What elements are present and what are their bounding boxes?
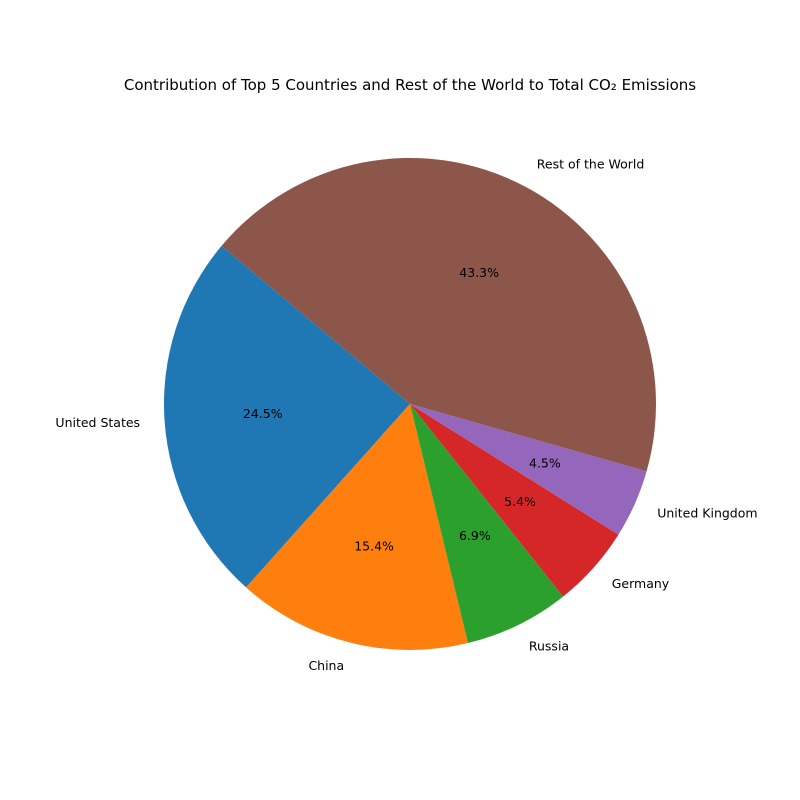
- slice-united-states: [164, 245, 410, 588]
- pct-label-rest-of-the-world: 43.3%: [459, 265, 499, 280]
- slice-germany: [410, 404, 619, 597]
- pct-label-germany: 5.4%: [504, 494, 536, 509]
- pct-label-china: 15.4%: [354, 539, 394, 554]
- slice-russia: [410, 404, 564, 644]
- pct-label-russia: 6.9%: [459, 528, 491, 543]
- slice-label-germany: Germany: [612, 576, 670, 591]
- slice-label-rest-of-the-world: Rest of the World: [537, 156, 645, 171]
- slice-rest-of-the-world: [221, 157, 656, 472]
- slice-label-china: China: [308, 658, 344, 673]
- pct-label-united-states: 24.5%: [243, 406, 283, 421]
- slice-label-united-kingdom: United Kingdom: [657, 505, 757, 520]
- pct-label-united-kingdom: 4.5%: [529, 455, 561, 470]
- slice-united-kingdom: [410, 404, 647, 535]
- pie-slices: [164, 157, 656, 650]
- pie-labels: United States 24.5% China 15.4% Russia 6.9% Ge…: [55, 156, 757, 673]
- chart-title: Contribution of Top 5 Countries and Rest…: [124, 76, 696, 94]
- slice-china: [246, 404, 469, 650]
- slice-label-russia: Russia: [529, 639, 569, 654]
- slice-label-united-states: United States: [55, 415, 140, 430]
